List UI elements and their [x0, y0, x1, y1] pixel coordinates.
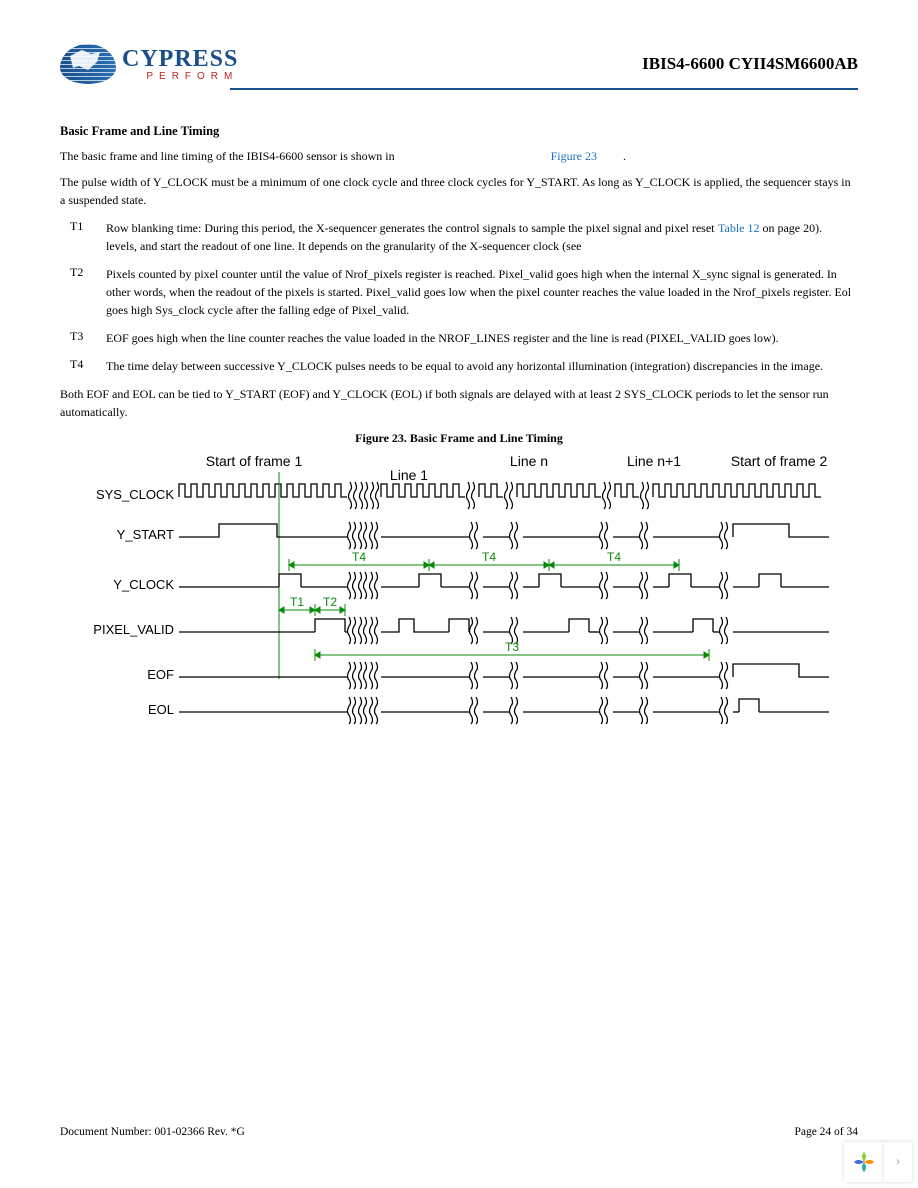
def-row-t2: T2 Pixels counted by pixel counter until… — [60, 265, 858, 319]
svg-text:T4: T4 — [607, 550, 621, 564]
section-heading: Basic Frame and Line Timing — [60, 124, 858, 139]
figure-link[interactable]: Figure 23 — [551, 149, 597, 163]
timing-diagram: Start of frame 1 Line 1 Line n Line n+1 Star… — [79, 452, 839, 752]
doc-number: Document Number: 001-02366 Rev. *G — [60, 1126, 245, 1138]
timing-definitions: T1 Row blanking time: During this period… — [60, 219, 858, 375]
def-value: The time delay between successive Y_CLOC… — [106, 357, 858, 375]
header-rule — [230, 88, 858, 90]
svg-text:T4: T4 — [352, 550, 366, 564]
def-key: T1 — [60, 219, 106, 255]
def-extra: Table 12 on page 20). — [718, 219, 858, 255]
svg-text:T3: T3 — [505, 640, 519, 654]
viewer-logo-button[interactable] — [844, 1142, 884, 1182]
page-number: Page 24 of 34 — [794, 1126, 858, 1138]
def-key: T4 — [60, 357, 106, 375]
page-header: CYPRESS PERFORM IBIS4-6600 CYII4SM6600AB — [60, 44, 858, 84]
def-value: EOF goes high when the line counter reac… — [106, 329, 858, 347]
closing-paragraph: Both EOF and EOL can be tied to Y_START … — [60, 385, 858, 421]
globe-icon — [60, 44, 116, 84]
svg-text:SYS_CLOCK: SYS_CLOCK — [96, 487, 174, 502]
text: The basic frame and line timing of the I… — [60, 149, 398, 163]
svg-text:T2: T2 — [323, 595, 337, 609]
intro-paragraph-1: The basic frame and line timing of the I… — [60, 147, 858, 165]
table-link[interactable]: Table 12 — [718, 221, 759, 235]
svg-text:Start of frame 2: Start of frame 2 — [731, 453, 828, 469]
document-title: IBIS4-6600 CYII4SM6600AB — [642, 54, 858, 74]
text: on page 20). — [759, 221, 822, 235]
svg-text:EOF: EOF — [147, 667, 174, 682]
intro-paragraph-2: The pulse width of Y_CLOCK must be a min… — [60, 173, 858, 209]
svg-text:EOL: EOL — [148, 702, 174, 717]
def-key: T2 — [60, 265, 106, 319]
svg-text:Start of frame 1: Start of frame 1 — [206, 453, 303, 469]
def-row-t3: T3 EOF goes high when the line counter r… — [60, 329, 858, 347]
brand-name: CYPRESS — [122, 46, 238, 73]
svg-text:Line n+1: Line n+1 — [627, 453, 681, 469]
svg-text:Y_START: Y_START — [117, 527, 174, 542]
page-footer: Document Number: 001-02366 Rev. *G Page … — [60, 1126, 858, 1138]
brand-tagline: PERFORM — [122, 71, 238, 82]
figure-caption: Figure 23. Basic Frame and Line Timing — [60, 431, 858, 446]
svg-text:T4: T4 — [482, 550, 496, 564]
svg-text:PIXEL_VALID: PIXEL_VALID — [93, 622, 174, 637]
svg-text:Line n: Line n — [510, 453, 548, 469]
svg-text:T1: T1 — [290, 595, 304, 609]
next-page-button[interactable]: › — [884, 1142, 912, 1182]
def-value: Pixels counted by pixel counter until th… — [106, 265, 858, 319]
svg-text:Y_CLOCK: Y_CLOCK — [113, 577, 174, 592]
def-row-t4: T4 The time delay between successive Y_C… — [60, 357, 858, 375]
company-logo: CYPRESS PERFORM — [60, 44, 238, 84]
svg-text:Line 1: Line 1 — [390, 467, 428, 483]
text: . — [623, 149, 626, 163]
def-key: T3 — [60, 329, 106, 347]
viewer-controls: › — [844, 1142, 912, 1182]
def-row-t1: T1 Row blanking time: During this period… — [60, 219, 858, 255]
def-value: Row blanking time: During this period, t… — [106, 219, 718, 255]
